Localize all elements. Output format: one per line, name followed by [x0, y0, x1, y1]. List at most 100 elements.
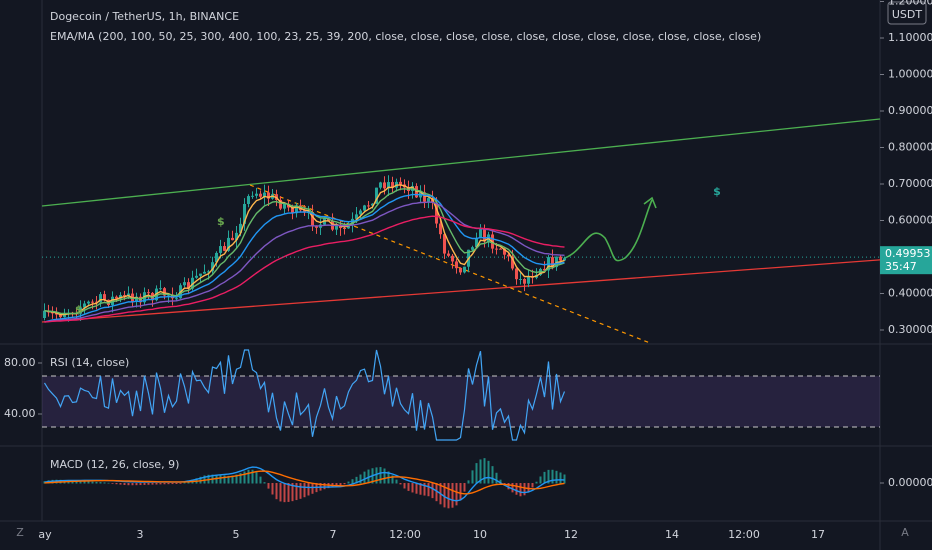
candle-body [471, 247, 474, 250]
candle-body [523, 278, 526, 284]
candle-body [135, 296, 138, 302]
macd-hist [407, 483, 410, 491]
macd-hist [223, 475, 226, 484]
macd-hist [411, 483, 414, 493]
candle-body [463, 266, 466, 273]
price-tick-label: 1.00000 [888, 67, 932, 80]
macd-hist [511, 483, 514, 493]
price-tick-label: 0.90000 [888, 104, 932, 117]
candle-body [551, 257, 554, 268]
candle-body [343, 227, 346, 229]
candle-body [227, 237, 230, 251]
candle-body [123, 295, 126, 297]
candle-body [99, 294, 102, 303]
macd-hist [495, 472, 498, 484]
macd-hist [447, 483, 450, 509]
candle-body [167, 294, 170, 296]
rsi-tick-label: 40.00 [4, 407, 36, 420]
macd-hist [479, 459, 482, 484]
macd-hist [167, 483, 170, 485]
time-tick-label: 17 [811, 528, 825, 541]
macd-hist [459, 483, 462, 501]
macd-hist [219, 475, 222, 484]
macd-hist [415, 483, 418, 494]
zoom-button[interactable]: Z [16, 526, 24, 539]
macd-hist [135, 483, 138, 486]
macd-hist [419, 483, 422, 495]
ema-line [44, 193, 565, 323]
macd-hist [295, 483, 298, 501]
macd-hist [547, 469, 550, 484]
candle-body [207, 271, 210, 273]
candle-body [527, 276, 530, 284]
macd-hist [363, 471, 366, 484]
macd-hist [375, 467, 378, 484]
ema-line [44, 187, 565, 315]
macd-hist [147, 483, 150, 485]
macd-hist [379, 467, 382, 484]
macd-hist [463, 483, 466, 492]
macd-hist [291, 483, 294, 502]
macd-hist [395, 479, 398, 484]
macd-hist [299, 483, 302, 499]
macd-hist [303, 483, 306, 498]
macd-hist [79, 481, 82, 484]
macd-hist [491, 466, 494, 484]
candle-body [435, 202, 438, 224]
candle-body [315, 225, 318, 228]
candle-body [87, 301, 90, 304]
candle-body [371, 203, 374, 206]
time-tick-label: 5 [233, 528, 240, 541]
candle-body [235, 232, 238, 241]
macd-hist [259, 476, 262, 484]
candle-body [355, 214, 358, 219]
candle-body [115, 296, 118, 299]
candle-body [499, 248, 502, 250]
macd-hist [283, 483, 286, 503]
candle-body [427, 198, 430, 202]
macd-tick-label: 0.00000 [888, 476, 932, 489]
macd-hist [279, 483, 282, 502]
auto-scale-button[interactable]: A [901, 526, 909, 539]
rsi-line [43, 349, 566, 441]
macd-hist [431, 483, 434, 499]
currency-button[interactable] [887, 1, 927, 25]
candle-body [563, 258, 566, 261]
candle-body [219, 246, 222, 253]
macd-hist [351, 479, 354, 484]
candle-body [447, 253, 450, 256]
macd-hist [111, 483, 114, 484]
candle-body [519, 278, 522, 280]
macd-hist [75, 480, 78, 484]
candle-body [263, 192, 266, 197]
currency-label[interactable]: USDT [892, 8, 923, 21]
macd-hist [175, 483, 178, 484]
candle-body [51, 312, 54, 314]
candle-body [111, 296, 114, 306]
macd-hist [451, 483, 454, 508]
macd-hist [115, 483, 118, 485]
candle-body [83, 303, 86, 308]
price-tick-label: 0.40000 [888, 287, 932, 300]
candle-body [147, 292, 150, 294]
candle-body [459, 268, 462, 273]
macd-hist [555, 470, 558, 484]
rsi-band [42, 376, 880, 427]
macd-hist [171, 483, 174, 485]
macd-hist [271, 483, 274, 495]
macd-hist [483, 458, 486, 484]
candle-body [295, 205, 298, 214]
candle-body [183, 282, 186, 286]
candle-body [59, 314, 62, 318]
macd-hist [263, 482, 266, 484]
macd-hist [107, 482, 110, 484]
dollar-annotation: $ [713, 185, 721, 198]
macd-hist [203, 475, 206, 484]
macd-hist [535, 481, 538, 484]
candle-body [475, 238, 478, 248]
candle-body [507, 254, 510, 257]
price-tick-label: 1.20000 [888, 0, 932, 7]
macd-hist [155, 483, 158, 485]
macd-hist [139, 483, 142, 486]
